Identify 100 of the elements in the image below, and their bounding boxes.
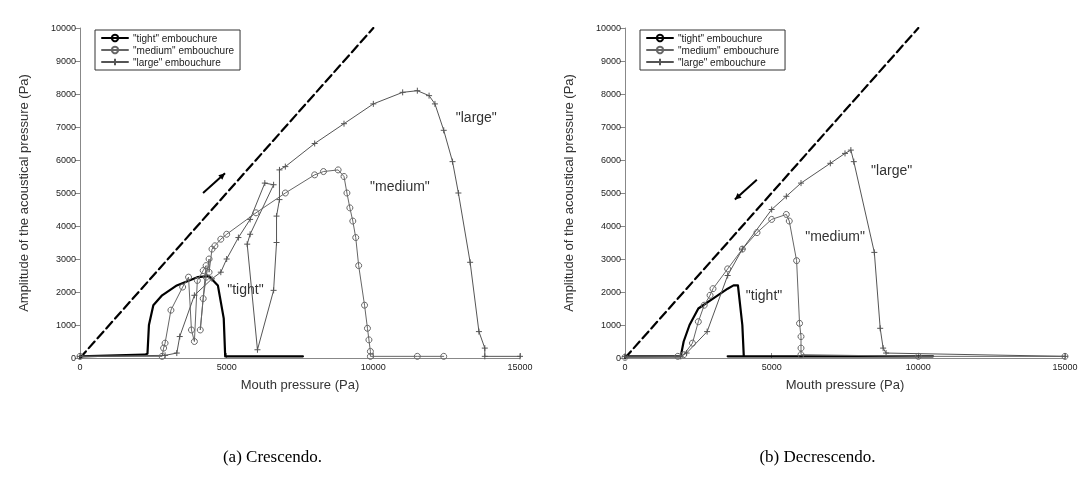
point <box>826 159 834 167</box>
annotation: "large" <box>870 161 912 178</box>
point <box>173 349 181 357</box>
x-tick-label: 15000 <box>1051 361 1078 372</box>
point <box>223 255 231 263</box>
point <box>870 248 878 256</box>
point <box>319 168 327 176</box>
y-tick-label: 5000 <box>600 188 621 198</box>
point <box>270 286 278 294</box>
point <box>208 275 216 283</box>
y-tick-label: 7000 <box>55 122 76 132</box>
point <box>481 344 489 352</box>
point <box>792 257 800 265</box>
annotation: "medium" <box>804 227 865 244</box>
point <box>366 352 374 360</box>
y-tick-label: 0 <box>615 353 621 363</box>
point <box>199 267 207 275</box>
point <box>205 268 213 276</box>
x-tick-label: 5000 <box>216 361 237 372</box>
point <box>797 351 804 359</box>
point <box>365 336 373 344</box>
point <box>343 189 351 197</box>
point <box>413 87 421 95</box>
y-tick-label: 9000 <box>55 56 76 66</box>
point <box>723 272 731 279</box>
point <box>340 173 348 180</box>
point <box>176 333 184 341</box>
point <box>449 158 457 166</box>
y-tick-label: 10000 <box>595 23 621 33</box>
point <box>413 352 421 360</box>
point <box>311 171 319 179</box>
point <box>369 100 377 108</box>
point <box>797 344 804 352</box>
x-axis-title: Mouth pressure (Pa) <box>240 377 360 392</box>
point <box>261 179 269 187</box>
point <box>782 192 790 200</box>
point <box>797 179 804 187</box>
text: (a) Crescendo. <box>222 447 323 466</box>
point <box>246 215 254 223</box>
legend-label: "medium" embouchure <box>677 44 779 56</box>
point <box>234 234 242 242</box>
y-tick-label: 9000 <box>600 56 621 66</box>
point <box>217 268 225 276</box>
legend-label: "tight" embouchure <box>133 32 218 44</box>
point <box>841 149 848 157</box>
point <box>217 235 225 243</box>
point <box>352 234 360 242</box>
point <box>349 217 357 225</box>
x-tick-label: 10000 <box>905 361 931 372</box>
point <box>466 258 474 266</box>
point <box>700 301 708 309</box>
point <box>346 204 354 212</box>
point <box>425 92 433 100</box>
y-tick-label: 8000 <box>55 89 76 99</box>
point <box>196 326 204 334</box>
point <box>706 291 714 299</box>
point <box>167 306 175 314</box>
y-tick-label: 6000 <box>600 155 621 165</box>
point <box>185 273 193 281</box>
point <box>481 352 489 360</box>
point <box>311 140 319 147</box>
point <box>440 126 448 134</box>
point <box>281 189 289 197</box>
annotation: "tight" <box>745 287 782 304</box>
x-tick-label: 0 <box>621 361 628 372</box>
point <box>252 209 260 217</box>
point <box>431 100 439 108</box>
text: (b) Decrescendo. <box>758 447 876 466</box>
point <box>366 347 374 355</box>
point <box>454 189 462 197</box>
y-tick-label: 1000 <box>600 320 621 330</box>
point <box>270 181 278 189</box>
point <box>399 88 407 96</box>
x-tick-label: 5000 <box>761 361 782 372</box>
x-tick-label: 15000 <box>507 361 533 372</box>
point <box>246 230 254 238</box>
y-tick-label: 4000 <box>600 221 621 231</box>
point <box>190 338 198 345</box>
y-tick-label: 1000 <box>55 320 76 330</box>
legend-label: "medium" embouchure <box>133 44 235 56</box>
annotation: "tight" <box>227 280 264 297</box>
annotation: "medium" <box>370 178 430 195</box>
point <box>202 262 210 270</box>
x-tick-label: 10000 <box>360 361 386 372</box>
y-tick-label: 2000 <box>600 287 621 297</box>
point <box>281 163 289 171</box>
point <box>208 245 216 253</box>
point <box>199 295 207 303</box>
point <box>767 215 775 223</box>
point <box>767 206 775 213</box>
point <box>205 255 213 263</box>
point <box>275 166 283 174</box>
y-tick-label: 4000 <box>55 221 76 231</box>
legend-label: "tight" embouchure <box>677 32 763 44</box>
point <box>253 346 261 354</box>
annotation: "large" <box>455 109 497 126</box>
point <box>688 339 696 347</box>
y-tick-label: 5000 <box>55 188 76 198</box>
point <box>361 301 369 309</box>
point <box>694 318 702 326</box>
